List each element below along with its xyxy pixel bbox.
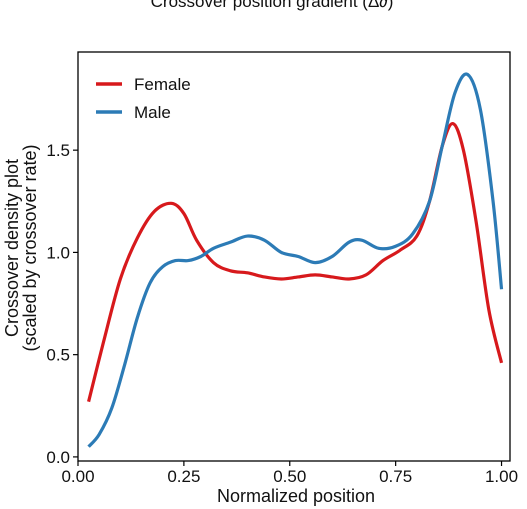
series-line-male	[87, 72, 504, 448]
x-tick-label: 0.00	[61, 467, 94, 486]
plot-area-frame	[77, 51, 511, 462]
x-tick-label: 0.75	[379, 467, 412, 486]
legend: Female Male	[96, 75, 191, 122]
y-axis-title-line1: Crossover density plot	[2, 159, 22, 337]
x-tick-label: 0.25	[167, 467, 200, 486]
x-axis-title: Normalized position	[217, 486, 375, 506]
series-line-female	[87, 121, 504, 403]
y-axis-title-line2: (scaled by crossover rate)	[20, 144, 40, 351]
x-tick-label: 1.00	[485, 467, 518, 486]
chart-top-title: Crossover position gradient (Δ∂)	[151, 0, 394, 11]
y-tick-label: 0.5	[46, 346, 70, 365]
x-tick-label: 0.50	[273, 467, 306, 486]
legend-label-female: Female	[134, 75, 191, 94]
series-layer	[87, 72, 504, 448]
y-tick-label: 0.0	[46, 448, 70, 467]
y-axis-title: Crossover density plot (scaled by crosso…	[2, 144, 40, 351]
legend-label-male: Male	[134, 103, 171, 122]
y-tick-label: 1.0	[46, 243, 70, 262]
y-axis-ticks: 0.0 0.5 1.0 1.5	[46, 141, 78, 467]
y-tick-label: 1.5	[46, 141, 70, 160]
x-axis-ticks: 0.00 0.25 0.50 0.75 1.00	[61, 461, 518, 486]
